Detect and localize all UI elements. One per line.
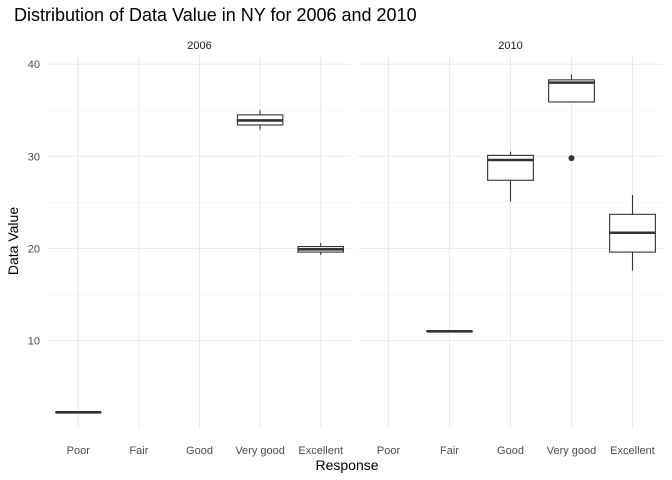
outlier-point [568,155,575,162]
x-tick-label: Poor [67,445,91,457]
box-very-good [236,110,284,130]
x-tick-label: Very good [235,445,285,457]
x-tick-label: Good [497,445,524,457]
box-very-good [548,74,595,162]
x-tick-label: Fair [129,445,148,457]
y-tick-label: 10 [28,336,40,348]
x-tick-label: Excellent [610,445,655,457]
x-axis-title: Response [315,457,378,473]
x-tick-label: Very good [547,445,597,457]
x-tick-label: Poor [377,445,401,457]
y-axis-title: Data Value [5,207,21,275]
box-excellent [609,194,656,271]
x-tick-label: Fair [440,445,459,457]
box-iqr [548,79,595,103]
chart-title: Distribution of Data Value in NY for 200… [14,5,417,25]
facet-panels: 2006 Poor Fair Good Very good Excellent 2010 Po… [48,40,663,457]
x-tick-label: Good [186,445,213,457]
y-axis: 10 20 30 40 [28,59,40,347]
box-good [487,151,534,202]
y-tick-label: 30 [28,151,40,163]
y-tick-label: 20 [28,243,40,255]
y-tick-label: 40 [28,59,40,71]
facet-strip-label: 2010 [498,40,522,52]
facet-strip-label: 2006 [187,40,211,52]
x-tick-label: Excellent [298,445,343,457]
box-excellent [297,242,344,255]
facet-panel-2006: 2006 Poor Fair Good Very good Excellent [48,40,351,457]
facet-panel-2010: 2010 Poor Fair Good Very good Excellent [358,40,663,457]
